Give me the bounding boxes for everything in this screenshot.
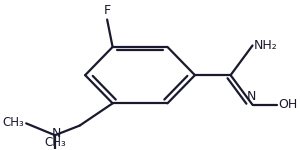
Text: NH₂: NH₂ [254, 39, 278, 52]
Text: F: F [103, 4, 111, 17]
Text: OH: OH [279, 98, 298, 111]
Text: CH₃: CH₃ [2, 116, 24, 129]
Text: N: N [247, 90, 256, 103]
Text: CH₃: CH₃ [44, 136, 66, 149]
Text: N: N [52, 127, 61, 140]
